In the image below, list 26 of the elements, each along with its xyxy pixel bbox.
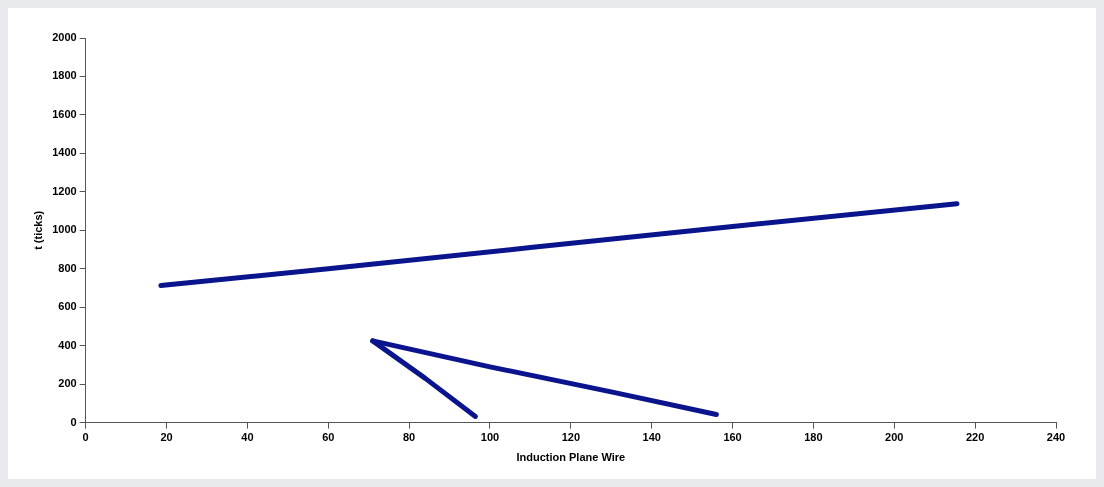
y-tick-label: 800 (58, 261, 77, 274)
y-tick-label: 1000 (52, 223, 77, 236)
y-axis-title: t (ticks) (31, 210, 44, 250)
x-tick-label: 20 (160, 431, 173, 444)
y-tick-label: 200 (58, 377, 77, 390)
x-tick-label: 40 (241, 431, 254, 444)
y-tick-label: 1200 (52, 184, 77, 197)
y-tick-label: 2000 (52, 31, 77, 44)
x-tick-label: 120 (561, 431, 581, 444)
x-tick-label: 180 (804, 431, 823, 444)
x-axis-title: Induction Plane Wire (516, 451, 626, 464)
y-tick-label: 1600 (52, 107, 77, 120)
x-tick-label: 220 (965, 431, 985, 444)
y-tick-label: 600 (58, 300, 77, 313)
x-tick-label: 200 (885, 431, 904, 444)
x-tick-label: 0 (82, 431, 89, 444)
x-tick-label: 240 (1046, 431, 1066, 444)
x-tick-label: 100 (480, 431, 500, 444)
y-tick-label: 0 (70, 415, 77, 428)
y-tick-label: 400 (58, 338, 77, 351)
x-tick-label: 140 (642, 431, 661, 444)
x-tick-label: 80 (402, 431, 416, 444)
y-tick-label: 1400 (52, 146, 77, 159)
x-tick-label: 160 (723, 431, 742, 444)
x-tick-label: 60 (322, 431, 335, 444)
y-tick-label: 1800 (52, 69, 77, 82)
